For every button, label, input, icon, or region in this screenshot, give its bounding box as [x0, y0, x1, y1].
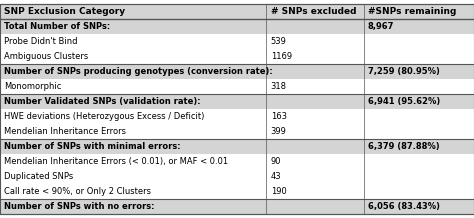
Text: Ambiguous Clusters: Ambiguous Clusters	[4, 52, 89, 61]
Text: Mendelian Inheritance Errors: Mendelian Inheritance Errors	[4, 127, 126, 136]
Text: Number of SNPs producing genotypes (conversion rate):: Number of SNPs producing genotypes (conv…	[4, 67, 273, 76]
Text: 43: 43	[271, 172, 281, 181]
Bar	[0, 94, 474, 109]
Text: 90: 90	[271, 157, 281, 166]
Bar	[0, 109, 474, 124]
Text: 6,056 (83.43%): 6,056 (83.43%)	[368, 202, 440, 211]
Text: Total Number of SNPs:: Total Number of SNPs:	[4, 22, 110, 31]
Bar	[0, 124, 474, 139]
Text: 163: 163	[271, 112, 287, 121]
Bar	[0, 64, 474, 79]
Text: 190: 190	[271, 187, 286, 196]
Bar	[0, 34, 474, 49]
Bar	[0, 154, 474, 169]
Text: 318: 318	[271, 82, 287, 91]
Text: Number of SNPs with minimal errors:: Number of SNPs with minimal errors:	[4, 142, 181, 151]
Text: # SNPs excluded: # SNPs excluded	[271, 7, 356, 16]
Text: Mendelian Inheritance Errors (< 0.01), or MAF < 0.01: Mendelian Inheritance Errors (< 0.01), o…	[4, 157, 228, 166]
Text: #SNPs remaining: #SNPs remaining	[368, 7, 456, 16]
Text: 6,379 (87.88%): 6,379 (87.88%)	[368, 142, 439, 151]
Bar	[0, 199, 474, 214]
Text: Probe Didn't Bind: Probe Didn't Bind	[4, 37, 78, 46]
Bar	[0, 79, 474, 94]
Bar	[0, 184, 474, 199]
Bar	[0, 49, 474, 64]
Text: Duplicated SNPs: Duplicated SNPs	[4, 172, 73, 181]
Text: 399: 399	[271, 127, 286, 136]
Text: Number Validated SNPs (validation rate):: Number Validated SNPs (validation rate):	[4, 97, 201, 106]
Bar	[0, 19, 474, 34]
Text: 6,941 (95.62%): 6,941 (95.62%)	[368, 97, 440, 106]
Bar	[0, 169, 474, 184]
Text: Monomorphic: Monomorphic	[4, 82, 62, 91]
Text: 8,967: 8,967	[368, 22, 394, 31]
Text: Number of SNPs with no errors:: Number of SNPs with no errors:	[4, 202, 155, 211]
Text: SNP Exclusion Category: SNP Exclusion Category	[4, 7, 126, 16]
Text: Call rate < 90%, or Only 2 Clusters: Call rate < 90%, or Only 2 Clusters	[4, 187, 151, 196]
Text: 1169: 1169	[271, 52, 292, 61]
Text: 7,259 (80.95%): 7,259 (80.95%)	[368, 67, 440, 76]
Bar	[0, 4, 474, 19]
Text: 539: 539	[271, 37, 286, 46]
Bar	[0, 139, 474, 154]
Text: HWE deviations (Heterozygous Excess / Deficit): HWE deviations (Heterozygous Excess / De…	[4, 112, 205, 121]
